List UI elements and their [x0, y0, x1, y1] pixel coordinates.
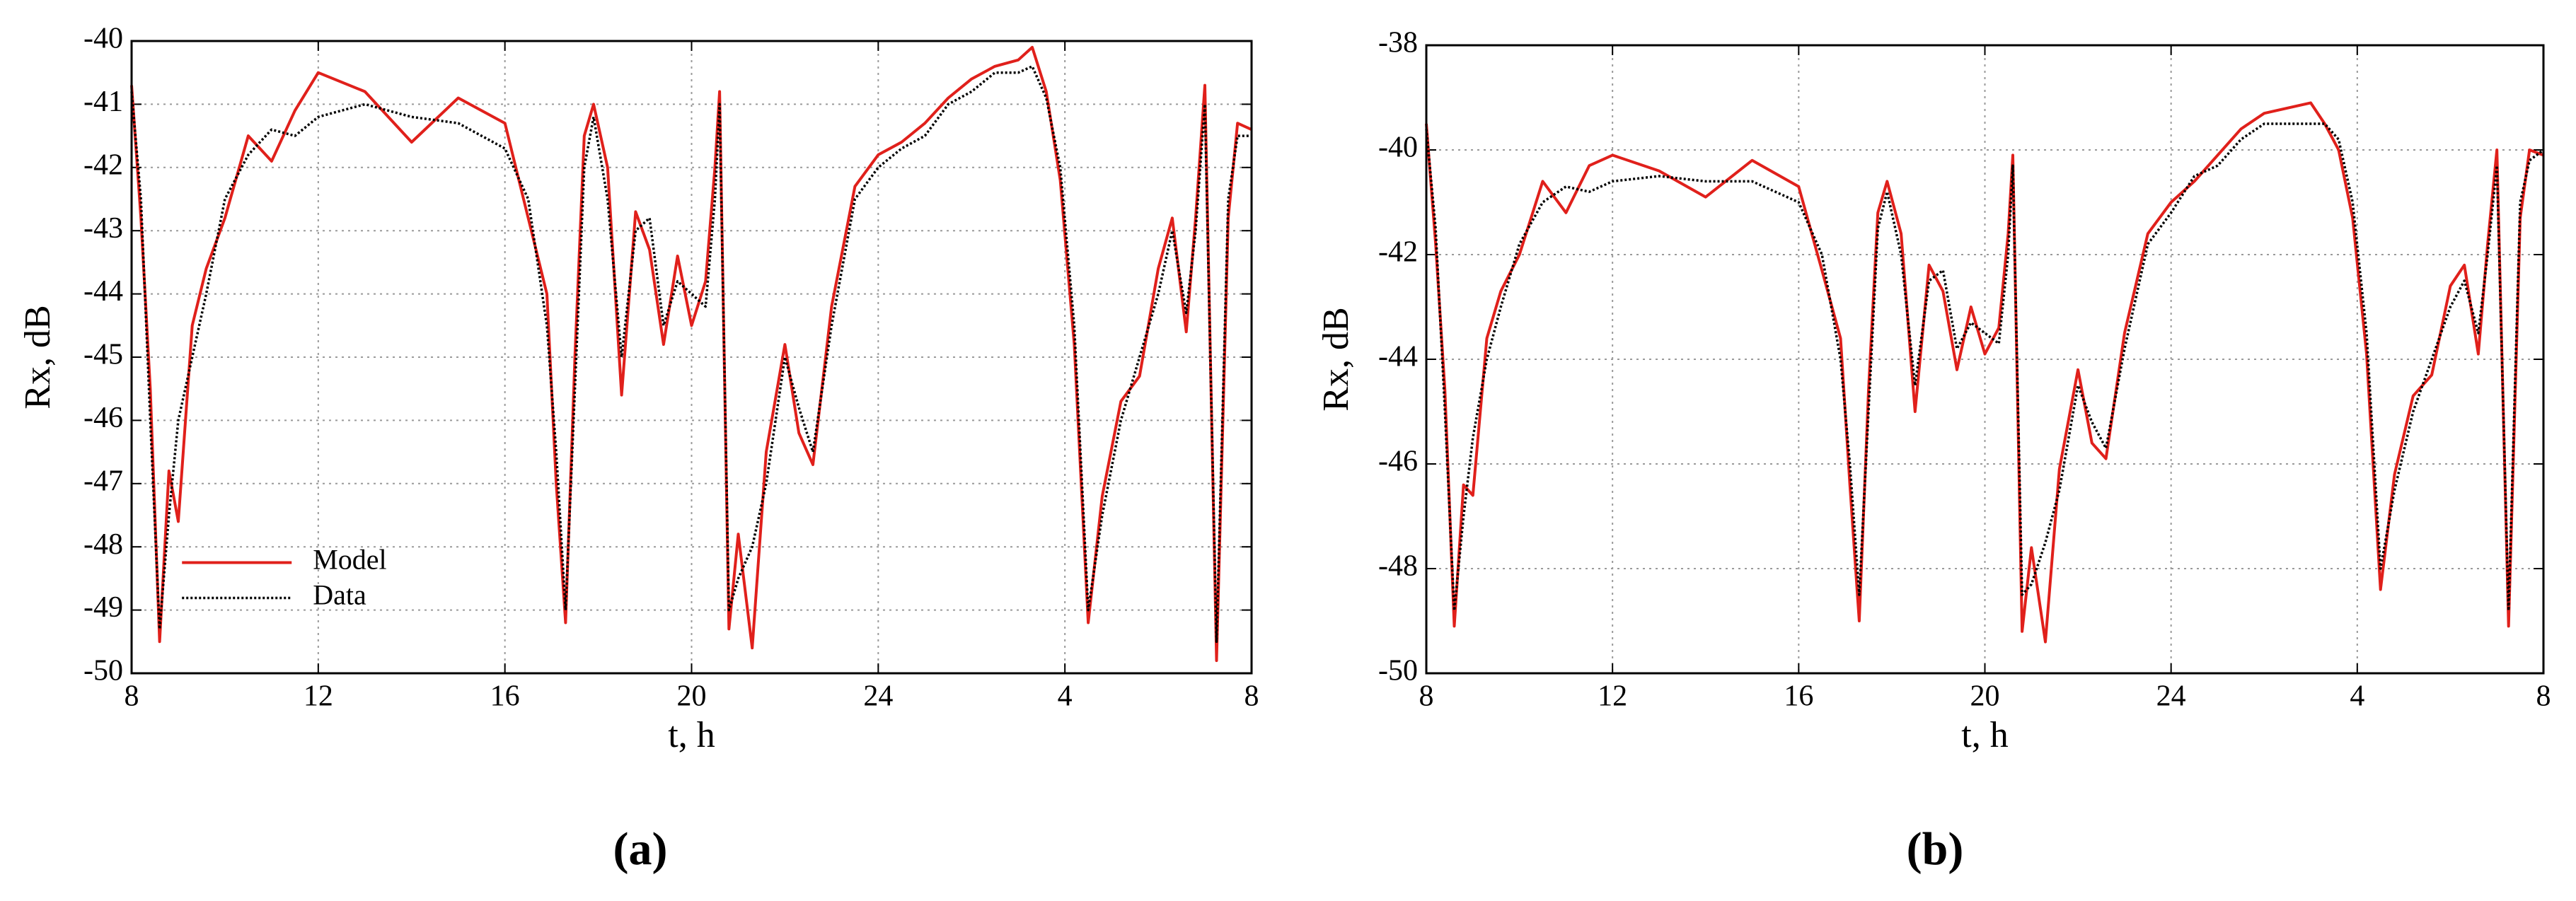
y-tick-label: -40	[1378, 132, 1418, 164]
y-tick-label: -45	[83, 339, 123, 371]
caption: (a)	[613, 823, 668, 875]
x-tick-label: 8	[1244, 680, 1259, 713]
series-line	[1425, 122, 2545, 612]
x-tick-label: 12	[1598, 680, 1627, 713]
y-tick-label: -44	[83, 275, 123, 308]
y-tick-label: -46	[83, 402, 123, 434]
y-tick-label: -46	[1378, 446, 1418, 478]
x-axis-label: t, h	[1961, 715, 2008, 755]
series-line	[130, 65, 1252, 644]
y-tick-label: -48	[1378, 550, 1418, 583]
plot-frame	[1425, 44, 2545, 675]
x-tick-label: 4	[2350, 680, 2364, 713]
y-tick-label: -41	[83, 86, 123, 118]
chart-panel: -50 -48 -46 -44 -42 -40 -38 8 12 16 20 24 4 8 t, h Rx, …	[1316, 27, 2551, 876]
y-axis-label: Rx, dB	[18, 305, 58, 409]
x-tick-label: 4	[1058, 680, 1073, 713]
legend-label: Data	[313, 579, 366, 611]
x-tick-label: 24	[2156, 680, 2186, 713]
y-tick-label: -48	[83, 528, 123, 561]
y-axis-label: Rx, dB	[1316, 307, 1356, 411]
y-tick-label: -50	[1378, 655, 1418, 687]
x-axis-label: t, h	[668, 715, 715, 755]
plot-frame	[130, 40, 1253, 675]
chart-panel: -50 -49 -48 -47 -46 -45 -44 -43 -42 -41 -40 8 12 16 20…	[18, 23, 1259, 876]
y-tick-label: -42	[83, 149, 123, 181]
x-tick-label: 16	[1784, 680, 1813, 713]
y-tick-label: -44	[1378, 341, 1418, 373]
x-tick-label: 24	[863, 680, 893, 713]
y-tick-label: -49	[83, 591, 123, 624]
x-tick-label: 8	[1419, 680, 1434, 713]
y-tick-label: -47	[83, 465, 123, 497]
x-tick-label: 12	[304, 680, 333, 713]
series-line	[130, 45, 1252, 663]
x-tick-label: 20	[1970, 680, 2000, 713]
y-tick-label: -40	[83, 23, 123, 55]
x-tick-label: 20	[677, 680, 707, 713]
caption: (b)	[1907, 823, 1964, 875]
x-tick-label: 16	[490, 680, 520, 713]
series-line	[1425, 101, 2544, 644]
x-tick-label: 8	[2536, 680, 2551, 713]
y-tick-label: -38	[1378, 27, 1418, 59]
y-tick-label: -43	[83, 212, 123, 245]
x-tick-label: 8	[125, 680, 139, 713]
legend-label: Model	[313, 544, 386, 576]
y-tick-label: -50	[83, 655, 123, 687]
y-tick-label: -42	[1378, 236, 1418, 269]
